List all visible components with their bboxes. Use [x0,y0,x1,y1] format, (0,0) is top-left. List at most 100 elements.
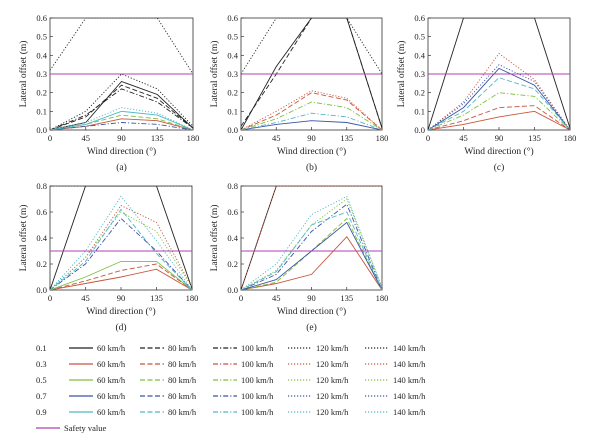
legend-group-label: 0.3 [36,359,47,369]
series-line-07-120kmh [428,64,570,130]
series-line-09-80kmh [241,211,382,290]
series-line-03-80kmh [428,105,570,130]
legend-group-label: 0.7 [36,391,47,401]
x-tick-label: 0 [48,293,52,303]
y-tick-label: 0.4 [36,50,47,60]
series-line-03-60kmh [241,235,382,290]
series-line-03-60kmh [50,268,192,290]
legend-item-label: 80 km/h [168,375,197,385]
legend-item-label: 100 km/h [241,343,274,353]
x-tick-label: 90 [495,133,504,143]
x-tick-label: 0 [239,293,243,303]
y-tick-label: 0.3 [227,69,238,79]
panel-label: (a) [116,162,127,173]
x-tick-label: 45 [272,133,281,143]
y-tick-label: 0.5 [36,32,47,42]
panel-label: (d) [115,322,126,333]
x-tick-label: 135 [340,133,353,143]
x-tick-label: 180 [564,133,577,143]
legend-item-label: 80 km/h [168,391,197,401]
y-tick-label: 0.2 [227,259,238,269]
x-tick-label: 135 [528,133,541,143]
panel-label: (b) [306,162,317,173]
legend-item-label: 80 km/h [168,359,197,369]
series-group [428,18,570,130]
series-line-01-100kmh [50,88,193,130]
y-tick-label: 0.0 [36,125,47,135]
y-tick-label: 0.0 [227,285,238,295]
series-line-09-100kmh [241,112,382,130]
x-tick-label: 135 [340,293,353,303]
series-line-03-140kmh [50,204,192,290]
legend-item-label: 100 km/h [241,359,274,369]
legend-item-label: 80 km/h [168,407,197,417]
y-tick-label: 0.1 [227,106,238,116]
chart-panel-b: 0.0 0.1 0.2 0.3 0.4 0.5 0.6 0 45 90 135 180 Wind dir… [209,13,388,173]
y-tick-label: 0.6 [414,13,425,23]
series-line-05-120kmh [50,211,192,290]
series-line-09-140kmh [50,195,192,290]
x-tick-label: 90 [117,293,126,303]
series-line-07-60kmh [428,67,570,130]
y-tick-label: 0.6 [36,13,47,23]
y-axis-title: Lateral offset (m) [396,41,407,108]
series-line-07-100kmh [50,122,193,130]
x-tick-label: 0 [239,133,243,143]
legend-group-label: 0.5 [36,375,47,385]
x-tick-label: 0 [426,133,430,143]
legend-item-label: 100 km/h [241,407,274,417]
y-tick-label: 0.0 [227,125,238,135]
y-tick-label: 0.4 [414,50,425,60]
series-line-01-140kmh [50,18,193,75]
chart-panel-c: 0.0 0.1 0.2 0.3 0.4 0.5 0.6 0 45 90 135 180 Wind dir… [396,13,576,173]
legend-item-label: 60 km/h [97,359,126,369]
legend-item-label: 60 km/h [97,407,126,417]
y-tick-label: 0.6 [227,207,238,217]
series-line-05-60kmh [50,260,192,290]
x-tick-label: 45 [459,133,468,143]
y-tick-label: 0.8 [36,181,47,191]
chart-panel-d: 0.0 0.2 0.4 0.6 0.8 0 45 90 135 180 Wind direction… [18,181,198,333]
series-group [241,18,382,130]
series-group [50,18,193,130]
series-line-05-100kmh [428,92,570,130]
x-tick-label: 45 [81,293,90,303]
x-axis-title: Wind direction (°) [277,146,346,157]
x-tick-label: 180 [376,133,389,143]
series-line-01-120kmh [50,73,193,130]
x-tick-label: 180 [186,293,199,303]
y-tick-label: 0.2 [36,88,47,98]
legend-item-label: 140 km/h [393,407,426,417]
series-line-01-60kmh [241,186,382,290]
x-tick-label: 135 [151,133,164,143]
series-line-09-140kmh [241,195,382,290]
legend: 0.1 60 km/h 80 km/h 100 km/h 120 km/h 140 km/… [36,343,426,433]
y-tick-label: 0.2 [227,88,238,98]
series-line-01-60kmh [428,18,570,130]
series-line-01-80kmh [50,84,193,130]
y-tick-label: 0.3 [36,69,47,79]
series-line-07-100kmh [50,217,192,290]
series-line-09-60kmh [50,110,193,130]
x-tick-label: 45 [82,133,91,143]
series-line-03-80kmh [50,263,192,290]
x-axis-title: Wind direction (°) [86,306,155,317]
legend-item-label: 120 km/h [316,343,349,353]
series-line-07-60kmh [241,221,382,290]
legend-item-label: 100 km/h [241,391,274,401]
y-tick-label: 0.2 [36,259,47,269]
series-line-07-100kmh [241,203,382,290]
series-line-09-80kmh [50,208,192,290]
y-tick-label: 0.5 [414,32,425,42]
legend-group-label: 0.9 [36,407,47,417]
legend-item-label: 140 km/h [393,359,426,369]
series-line-01-60kmh [50,186,192,290]
series-line-03-80kmh [241,92,382,130]
y-tick-label: 0.4 [227,233,238,243]
y-tick-label: 0.6 [36,207,47,217]
legend-item-label: 140 km/h [393,391,426,401]
y-tick-label: 0.0 [414,125,425,135]
y-axis-title: Lateral offset (m) [209,41,220,108]
series-line-01-140kmh [241,18,382,75]
y-tick-label: 0.4 [227,50,238,60]
